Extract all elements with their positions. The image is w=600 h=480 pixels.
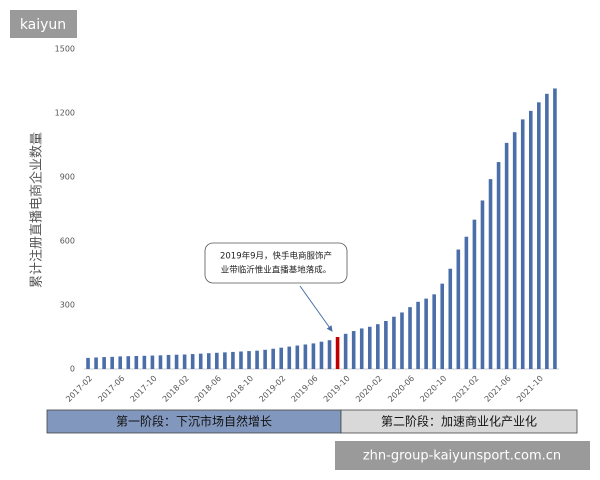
x-tick-label: 2018-02 — [161, 374, 191, 404]
x-tick-label: 2021-02 — [451, 374, 481, 404]
y-tick-label: 1500 — [55, 45, 75, 54]
x-tick-label: 2019-10 — [322, 374, 352, 404]
watermark-box — [10, 10, 77, 38]
bar — [343, 333, 348, 369]
bar — [150, 355, 155, 369]
bar — [134, 355, 139, 369]
x-tick-label: 2020-02 — [354, 374, 384, 404]
bar — [335, 337, 340, 369]
bar — [456, 249, 461, 369]
bar — [86, 357, 90, 369]
bar — [311, 343, 316, 369]
bar — [198, 353, 203, 369]
bar — [351, 331, 356, 369]
bar — [158, 355, 163, 369]
bar — [520, 119, 525, 370]
bar — [206, 353, 211, 369]
bar — [223, 352, 227, 369]
x-tick-label: 2021-06 — [483, 374, 513, 404]
bar — [553, 88, 557, 369]
bar — [384, 321, 388, 369]
bar — [263, 349, 267, 369]
phase-label: 第一阶段：下沉市场自然增长 — [116, 414, 272, 429]
bar — [182, 354, 187, 369]
bar — [512, 132, 517, 369]
bar — [448, 268, 453, 369]
bar — [295, 345, 300, 369]
x-tick-label: 2020-06 — [386, 374, 416, 404]
bar — [94, 357, 98, 369]
bar — [392, 316, 396, 369]
watermark: zhn-group-kaiyunsport.com.cn — [363, 449, 561, 464]
bar — [279, 347, 284, 369]
bar — [247, 351, 251, 369]
bar — [118, 356, 123, 369]
x-tick-label: 2019-06 — [290, 374, 320, 404]
x-tick-label: 2018-10 — [225, 374, 255, 404]
y-tick-label: 0 — [70, 365, 75, 374]
bar — [287, 346, 292, 369]
watermark: kaiyun — [20, 17, 66, 33]
x-tick-label: 2018-06 — [193, 374, 223, 404]
bar — [424, 298, 428, 369]
bar — [480, 200, 485, 369]
bar — [190, 354, 195, 369]
bar — [239, 351, 243, 369]
y-tick-label: 300 — [60, 301, 75, 310]
y-tick-label: 600 — [60, 237, 75, 246]
bar — [303, 344, 308, 369]
bar — [166, 354, 171, 369]
bar — [537, 102, 541, 369]
watermark-box — [335, 441, 590, 470]
bar — [319, 341, 324, 369]
bar — [488, 179, 493, 369]
bar — [367, 326, 372, 369]
bar — [408, 307, 412, 369]
bar — [440, 283, 445, 369]
bar — [359, 328, 364, 369]
annotation-arrow — [299, 285, 333, 332]
annotation-box — [204, 242, 348, 284]
bar — [255, 350, 259, 369]
bar — [504, 142, 509, 369]
bar — [110, 356, 114, 369]
bar — [545, 93, 549, 370]
bar — [174, 354, 179, 369]
x-tick-label: 2017-10 — [129, 374, 159, 404]
y-axis-label: 累计注册直播电商企业数量 — [29, 132, 45, 288]
bar — [400, 312, 404, 369]
bar — [472, 219, 477, 369]
bar — [271, 348, 275, 369]
bar — [432, 294, 436, 369]
bar — [416, 301, 420, 369]
x-tick-label: 2021-10 — [515, 374, 545, 404]
bar — [327, 340, 332, 369]
bar — [215, 352, 219, 369]
y-tick-label: 1200 — [55, 109, 75, 118]
bar — [231, 351, 235, 369]
bar — [464, 236, 469, 369]
bar — [528, 110, 533, 369]
x-tick-label: 2017-02 — [64, 374, 94, 404]
annotation: 业带临沂惟业直播基地落成。 — [221, 265, 332, 276]
bar — [126, 356, 131, 369]
bar — [102, 357, 106, 369]
bar — [496, 162, 501, 369]
x-tick-label: 2020-10 — [418, 374, 448, 404]
bar — [142, 355, 147, 369]
bar — [376, 324, 380, 369]
y-tick-label: 900 — [60, 173, 75, 182]
phase-label: 第二阶段：加速商业化产业化 — [381, 414, 537, 429]
x-tick-label: 2017-06 — [96, 374, 126, 404]
x-tick-label: 2019-02 — [257, 374, 287, 404]
annotation: 2019年9月，快手电商服饰产 — [220, 251, 332, 262]
phase-box — [340, 409, 578, 434]
